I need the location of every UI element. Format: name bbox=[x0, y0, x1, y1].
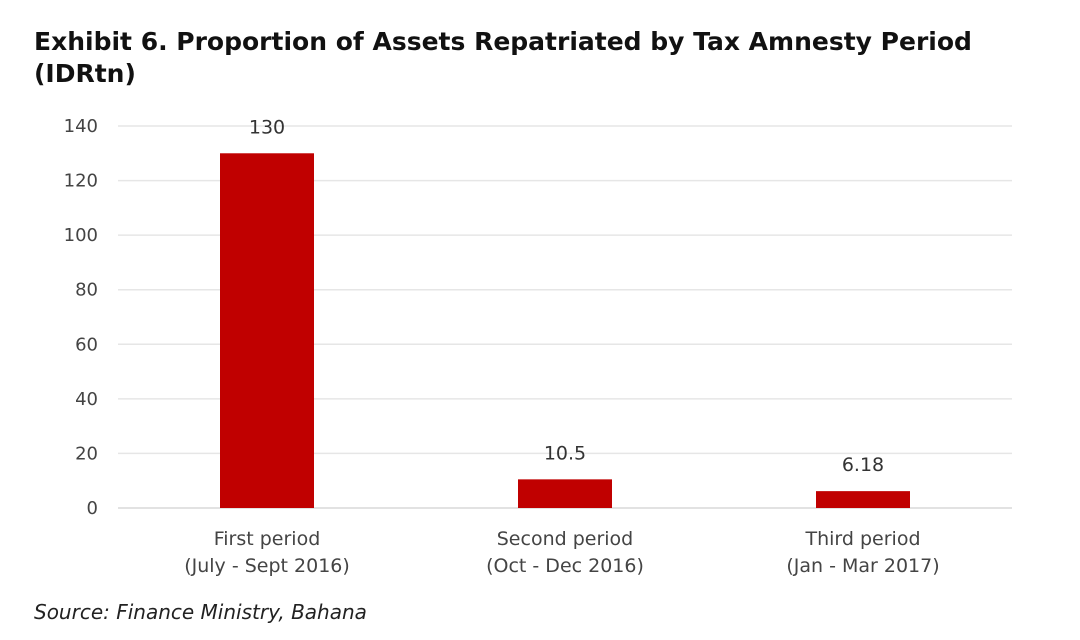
category-labels: First period (July - Sept 2016) Second per… bbox=[184, 528, 939, 577]
source-note: Source: Finance Ministry, Bahana bbox=[34, 600, 367, 624]
value-labels: 130 10.5 6.18 bbox=[249, 116, 884, 476]
chart-title: Exhibit 6. Proportion of Assets Repatria… bbox=[34, 27, 972, 88]
y-tick-label: 0 bbox=[87, 498, 98, 519]
x-category-label: Second period bbox=[497, 528, 634, 550]
y-tick-label: 60 bbox=[75, 334, 98, 355]
y-tick-label: 20 bbox=[75, 443, 98, 464]
y-tick-label: 140 bbox=[64, 116, 98, 137]
x-category-label: First period bbox=[214, 528, 321, 550]
bar-chart: 0 20 40 60 80 100 120 140 130 10.5 6.18 First per… bbox=[64, 116, 1012, 577]
y-tick-label: 40 bbox=[75, 389, 98, 410]
y-tick-label: 100 bbox=[64, 225, 98, 246]
y-tick-label: 80 bbox=[75, 280, 98, 301]
x-category-label: (July - Sept 2016) bbox=[184, 555, 350, 577]
x-category-label: Third period bbox=[804, 528, 920, 550]
bar-value-label: 6.18 bbox=[842, 454, 884, 476]
y-tick-label: 120 bbox=[64, 171, 98, 192]
bar-value-label: 130 bbox=[249, 116, 285, 138]
bar bbox=[220, 153, 314, 509]
x-category-label: (Jan - Mar 2017) bbox=[786, 555, 939, 577]
bar-value-label: 10.5 bbox=[544, 442, 586, 464]
bar bbox=[816, 491, 910, 508]
bars bbox=[220, 153, 910, 509]
y-axis-ticks: 0 20 40 60 80 100 120 140 bbox=[64, 116, 98, 519]
x-category-label: (Oct - Dec 2016) bbox=[486, 555, 644, 577]
bar bbox=[518, 479, 612, 508]
